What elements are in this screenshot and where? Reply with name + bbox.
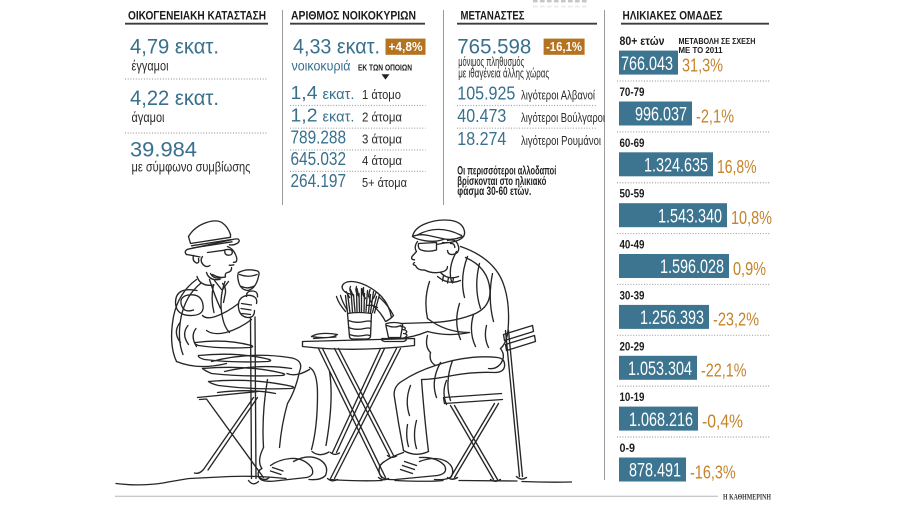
svg-text:με ιθαγένεια άλλης χώρας: με ιθαγένεια άλλης χώρας	[458, 66, 549, 81]
svg-text:3 άτομα: 3 άτομα	[362, 132, 402, 147]
svg-text:έγγαμοι: έγγαμοι	[132, 59, 169, 74]
svg-text:4 άτομα: 4 άτομα	[362, 153, 402, 168]
svg-text:-16,1%: -16,1%	[546, 40, 582, 54]
svg-text:996.037: 996.037	[635, 105, 687, 126]
svg-text:60-69: 60-69	[620, 138, 645, 150]
svg-text:10-19: 10-19	[620, 392, 645, 404]
svg-text:4,79 εκατ.: 4,79 εκατ.	[130, 35, 219, 59]
svg-text:εκατ.: εκατ.	[323, 87, 355, 103]
svg-text:-22,1%: -22,1%	[701, 360, 747, 381]
svg-text:1.543.340: 1.543.340	[658, 206, 722, 227]
svg-text:νοικοκυριά: νοικοκυριά	[292, 58, 351, 74]
svg-text:80+ ετών: 80+ ετών	[620, 36, 665, 48]
svg-text:-16,3%: -16,3%	[690, 461, 736, 482]
svg-text:105.925: 105.925	[457, 83, 515, 104]
svg-text:878.491: 878.491	[629, 461, 681, 482]
svg-text:-2,1%: -2,1%	[696, 105, 734, 126]
svg-text:βρίσκονται στο ηλικιακό: βρίσκονται στο ηλικιακό	[457, 176, 546, 188]
svg-text:4,33 εκατ.: 4,33 εκατ.	[293, 35, 380, 59]
svg-text:645.032: 645.032	[291, 148, 347, 169]
svg-text:0-9: 0-9	[620, 443, 636, 455]
svg-text:1 άτομο: 1 άτομο	[362, 87, 401, 102]
svg-text:λιγότεροι Αλβανοί: λιγότεροι Αλβανοί	[521, 88, 595, 103]
svg-text:16,8%: 16,8%	[717, 156, 757, 177]
svg-text:1.324.635: 1.324.635	[644, 156, 708, 177]
svg-text:10,8%: 10,8%	[731, 207, 772, 228]
svg-text:ΜΕ ΤΟ 2011: ΜΕ ΤΟ 2011	[679, 45, 723, 55]
svg-text:39.984: 39.984	[130, 138, 197, 162]
svg-text:ΑΡΙΘΜΟΣ ΝΟΙΚΟΚΥΡΙΩΝ: ΑΡΙΘΜΟΣ ΝΟΙΚΟΚΥΡΙΩΝ	[291, 11, 416, 23]
svg-text:2 άτομα: 2 άτομα	[362, 110, 402, 125]
svg-text:-0,4%: -0,4%	[702, 410, 743, 431]
svg-text:5+ άτομα: 5+ άτομα	[362, 175, 407, 190]
svg-text:20-29: 20-29	[620, 341, 645, 353]
svg-text:Η ΚΑΘΗΜΕΡΙΝΗ: Η ΚΑΘΗΜΕΡΙΝΗ	[723, 492, 771, 502]
svg-text:+4,8%: +4,8%	[389, 40, 423, 54]
svg-text:264.197: 264.197	[291, 170, 347, 191]
svg-text:1.596.028: 1.596.028	[660, 257, 724, 278]
svg-text:ΕΚ ΤΩΝ ΟΠΟΙΩΝ: ΕΚ ΤΩΝ ΟΠΟΙΩΝ	[358, 62, 412, 72]
svg-text:-23,2%: -23,2%	[713, 309, 759, 330]
svg-text:40-49: 40-49	[620, 240, 645, 252]
svg-text:789.288: 789.288	[291, 127, 347, 148]
svg-text:70-79: 70-79	[620, 87, 645, 99]
svg-text:50-59: 50-59	[620, 189, 645, 201]
svg-text:0,9%: 0,9%	[733, 258, 766, 279]
svg-text:30-39: 30-39	[620, 290, 645, 302]
svg-text:1,4: 1,4	[291, 82, 318, 103]
svg-text:με σύμφωνο συμβίωσης: με σύμφωνο συμβίωσης	[132, 160, 251, 175]
svg-text:Οι περισσότεροι αλλοδαποί: Οι περισσότεροι αλλοδαποί	[457, 166, 556, 178]
svg-text:1,2: 1,2	[291, 105, 318, 126]
svg-text:4,22 εκατ.: 4,22 εκατ.	[130, 86, 219, 110]
svg-text:λιγότεροι Βούλγαροι: λιγότεροι Βούλγαροι	[521, 110, 605, 125]
svg-text:1.053.304: 1.053.304	[628, 359, 692, 380]
svg-text:18.274: 18.274	[457, 128, 506, 149]
svg-text:1.256.393: 1.256.393	[640, 308, 704, 329]
svg-text:εκατ.: εκατ.	[323, 110, 355, 126]
svg-text:1.068.216: 1.068.216	[629, 410, 693, 431]
svg-text:31,3%: 31,3%	[682, 54, 723, 75]
svg-text:ΗΛΙΚΙΑΚΕΣ ΟΜΑΔΕΣ: ΗΛΙΚΙΑΚΕΣ ΟΜΑΔΕΣ	[623, 11, 723, 23]
svg-text:λιγότεροι Ρουμάνοι: λιγότεροι Ρουμάνοι	[521, 133, 601, 148]
svg-text:765.598: 765.598	[457, 35, 531, 59]
svg-text:ΜΕΤΑΝΑΣΤΕΣ: ΜΕΤΑΝΑΣΤΕΣ	[461, 11, 525, 23]
svg-text:ΜΕΤΑΒΟΛΗ ΣΕ ΣΧΕΣΗ: ΜΕΤΑΒΟΛΗ ΣΕ ΣΧΕΣΗ	[679, 36, 756, 46]
svg-text:άγαμοι: άγαμοι	[132, 110, 165, 125]
svg-text:40.473: 40.473	[457, 105, 506, 126]
svg-text:φάσμα 30-60 ετών.: φάσμα 30-60 ετών.	[457, 186, 531, 198]
svg-text:ΟΙΚΟΓΕΝΕΙΑΚΗ ΚΑΤΑΣΤΑΣΗ: ΟΙΚΟΓΕΝΕΙΑΚΗ ΚΑΤΑΣΤΑΣΗ	[128, 11, 266, 23]
svg-text:766.043: 766.043	[621, 54, 673, 75]
svg-text:μόνιμος πληθυσμός: μόνιμος πληθυσμός	[458, 54, 524, 69]
